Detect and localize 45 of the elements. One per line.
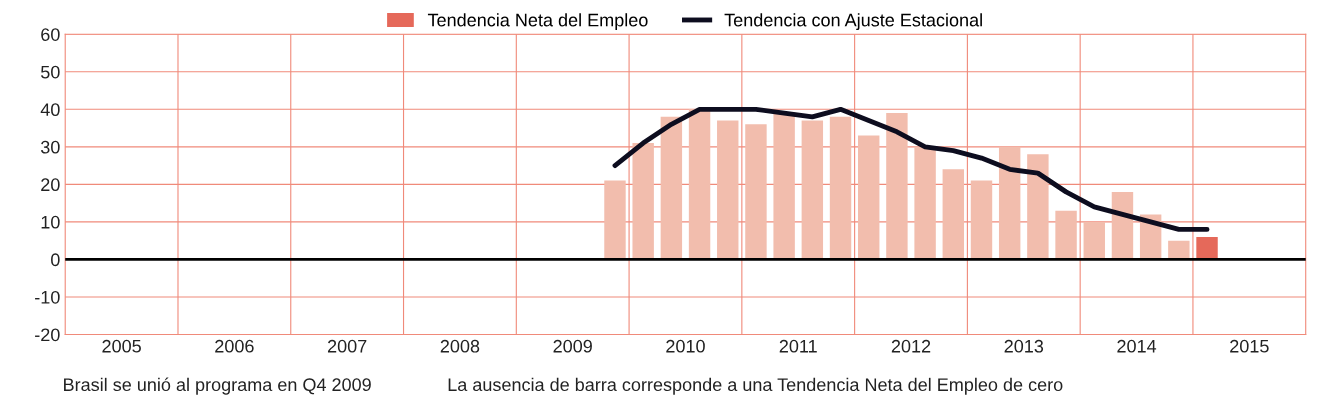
x-tick-label: 2006 [215, 339, 254, 353]
bar [998, 146, 1021, 260]
bar [970, 180, 993, 260]
text: La ausencia de barra corresponde a una Tendencia Neta del Empleo de cero [448, 377, 1063, 395]
bar [660, 116, 683, 260]
legend-label: Tendencia Neta del Empleo [427, 13, 648, 31]
x-tick-label: 2008 [440, 339, 480, 353]
bar [942, 169, 965, 260]
y-tick-label: 40 [40, 103, 60, 117]
bar [858, 135, 880, 260]
x-tick-label: 2010 [666, 339, 705, 353]
y-tick-label: 10 [41, 215, 60, 229]
bar [688, 109, 711, 260]
bar [886, 113, 908, 260]
x-tick-label: 2005 [102, 339, 141, 353]
y-tick-label: -10 [35, 290, 60, 304]
bar [773, 113, 795, 260]
bar [1196, 236, 1218, 260]
x-tick-label: 2013 [1004, 339, 1044, 353]
bar [717, 120, 739, 260]
bar [801, 120, 824, 260]
bar [632, 143, 654, 260]
bar [1027, 154, 1049, 260]
x-tick-label: 2012 [891, 339, 931, 353]
y-tick-label: 30 [40, 140, 60, 154]
x-tick-label: 2011 [779, 339, 817, 353]
x-tick-label: 2007 [327, 339, 367, 353]
bar [604, 180, 626, 260]
x-tick-label: 2014 [1117, 339, 1157, 353]
bar [1168, 240, 1190, 260]
y-tick-label: 60 [41, 28, 60, 41]
text: Brasil se unió al programa en Q4 2009 [64, 377, 371, 395]
bar [829, 116, 852, 260]
y-tick-label: -20 [35, 328, 60, 342]
legend-label: Tendencia con Ajuste Estacional [724, 13, 982, 31]
y-tick-label: 50 [41, 65, 60, 79]
y-tick-label: 20 [41, 178, 60, 192]
bar [1055, 210, 1077, 260]
x-tick-label: 2009 [553, 339, 592, 353]
bar [745, 124, 767, 260]
bar [1083, 221, 1105, 260]
bar [914, 146, 936, 260]
x-tick-label: 2015 [1230, 339, 1269, 353]
y-tick-label: 0 [51, 253, 60, 267]
line-series [612, 106, 1210, 232]
